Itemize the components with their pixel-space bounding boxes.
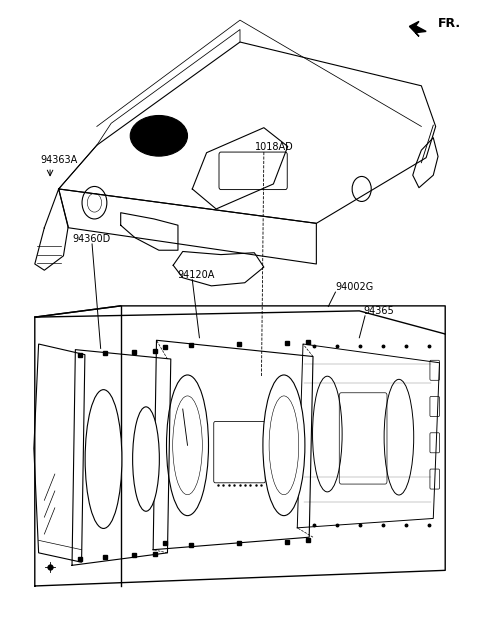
Ellipse shape — [167, 375, 208, 516]
Polygon shape — [409, 21, 426, 36]
Ellipse shape — [132, 407, 159, 511]
Text: 1018AD: 1018AD — [255, 142, 294, 152]
Ellipse shape — [130, 116, 188, 156]
Text: 94365: 94365 — [363, 306, 394, 316]
Text: 94002G: 94002G — [336, 282, 374, 292]
Text: FR.: FR. — [438, 17, 461, 30]
Text: 94120A: 94120A — [177, 270, 215, 279]
Ellipse shape — [263, 375, 305, 516]
Text: 94363A: 94363A — [40, 154, 78, 165]
Text: 94360D: 94360D — [72, 234, 110, 244]
Ellipse shape — [85, 389, 122, 528]
